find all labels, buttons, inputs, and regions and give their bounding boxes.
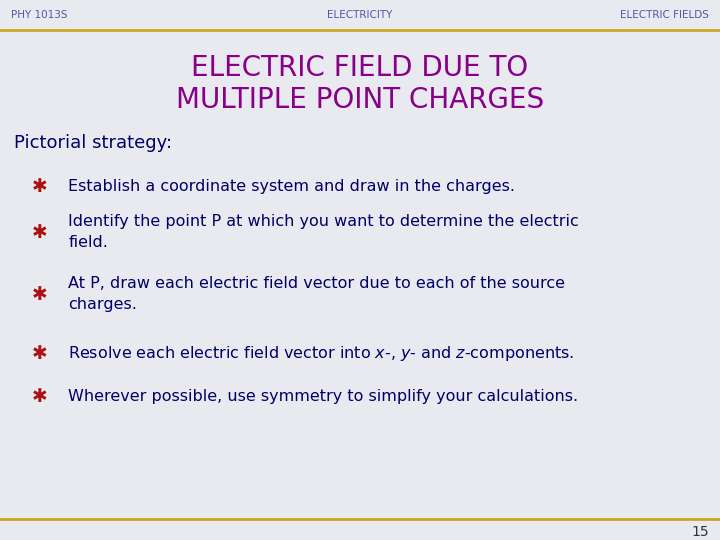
Text: Pictorial strategy:: Pictorial strategy:	[14, 134, 173, 152]
Text: ✱: ✱	[32, 222, 48, 242]
Text: ELECTRIC FIELD DUE TO: ELECTRIC FIELD DUE TO	[192, 53, 528, 82]
Text: ELECTRIC FIELDS: ELECTRIC FIELDS	[621, 10, 709, 20]
Text: At P, draw each electric field vector due to each of the source
charges.: At P, draw each electric field vector du…	[68, 276, 565, 312]
Text: ELECTRICITY: ELECTRICITY	[328, 10, 392, 20]
Text: Identify the point P at which you want to determine the electric
field.: Identify the point P at which you want t…	[68, 214, 579, 250]
Text: Establish a coordinate system and draw in the charges.: Establish a coordinate system and draw i…	[68, 179, 516, 194]
Text: ✱: ✱	[32, 387, 48, 407]
Text: MULTIPLE POINT CHARGES: MULTIPLE POINT CHARGES	[176, 86, 544, 114]
Text: 15: 15	[692, 525, 709, 539]
Text: Wherever possible, use symmetry to simplify your calculations.: Wherever possible, use symmetry to simpl…	[68, 389, 579, 404]
Text: ✱: ✱	[32, 177, 48, 196]
Text: ✱: ✱	[32, 344, 48, 363]
Text: Resolve each electric field vector into $x$-, $y$- and $z$-components.: Resolve each electric field vector into …	[68, 344, 575, 363]
Text: ✱: ✱	[32, 285, 48, 304]
Text: PHY 1013S: PHY 1013S	[11, 10, 67, 20]
